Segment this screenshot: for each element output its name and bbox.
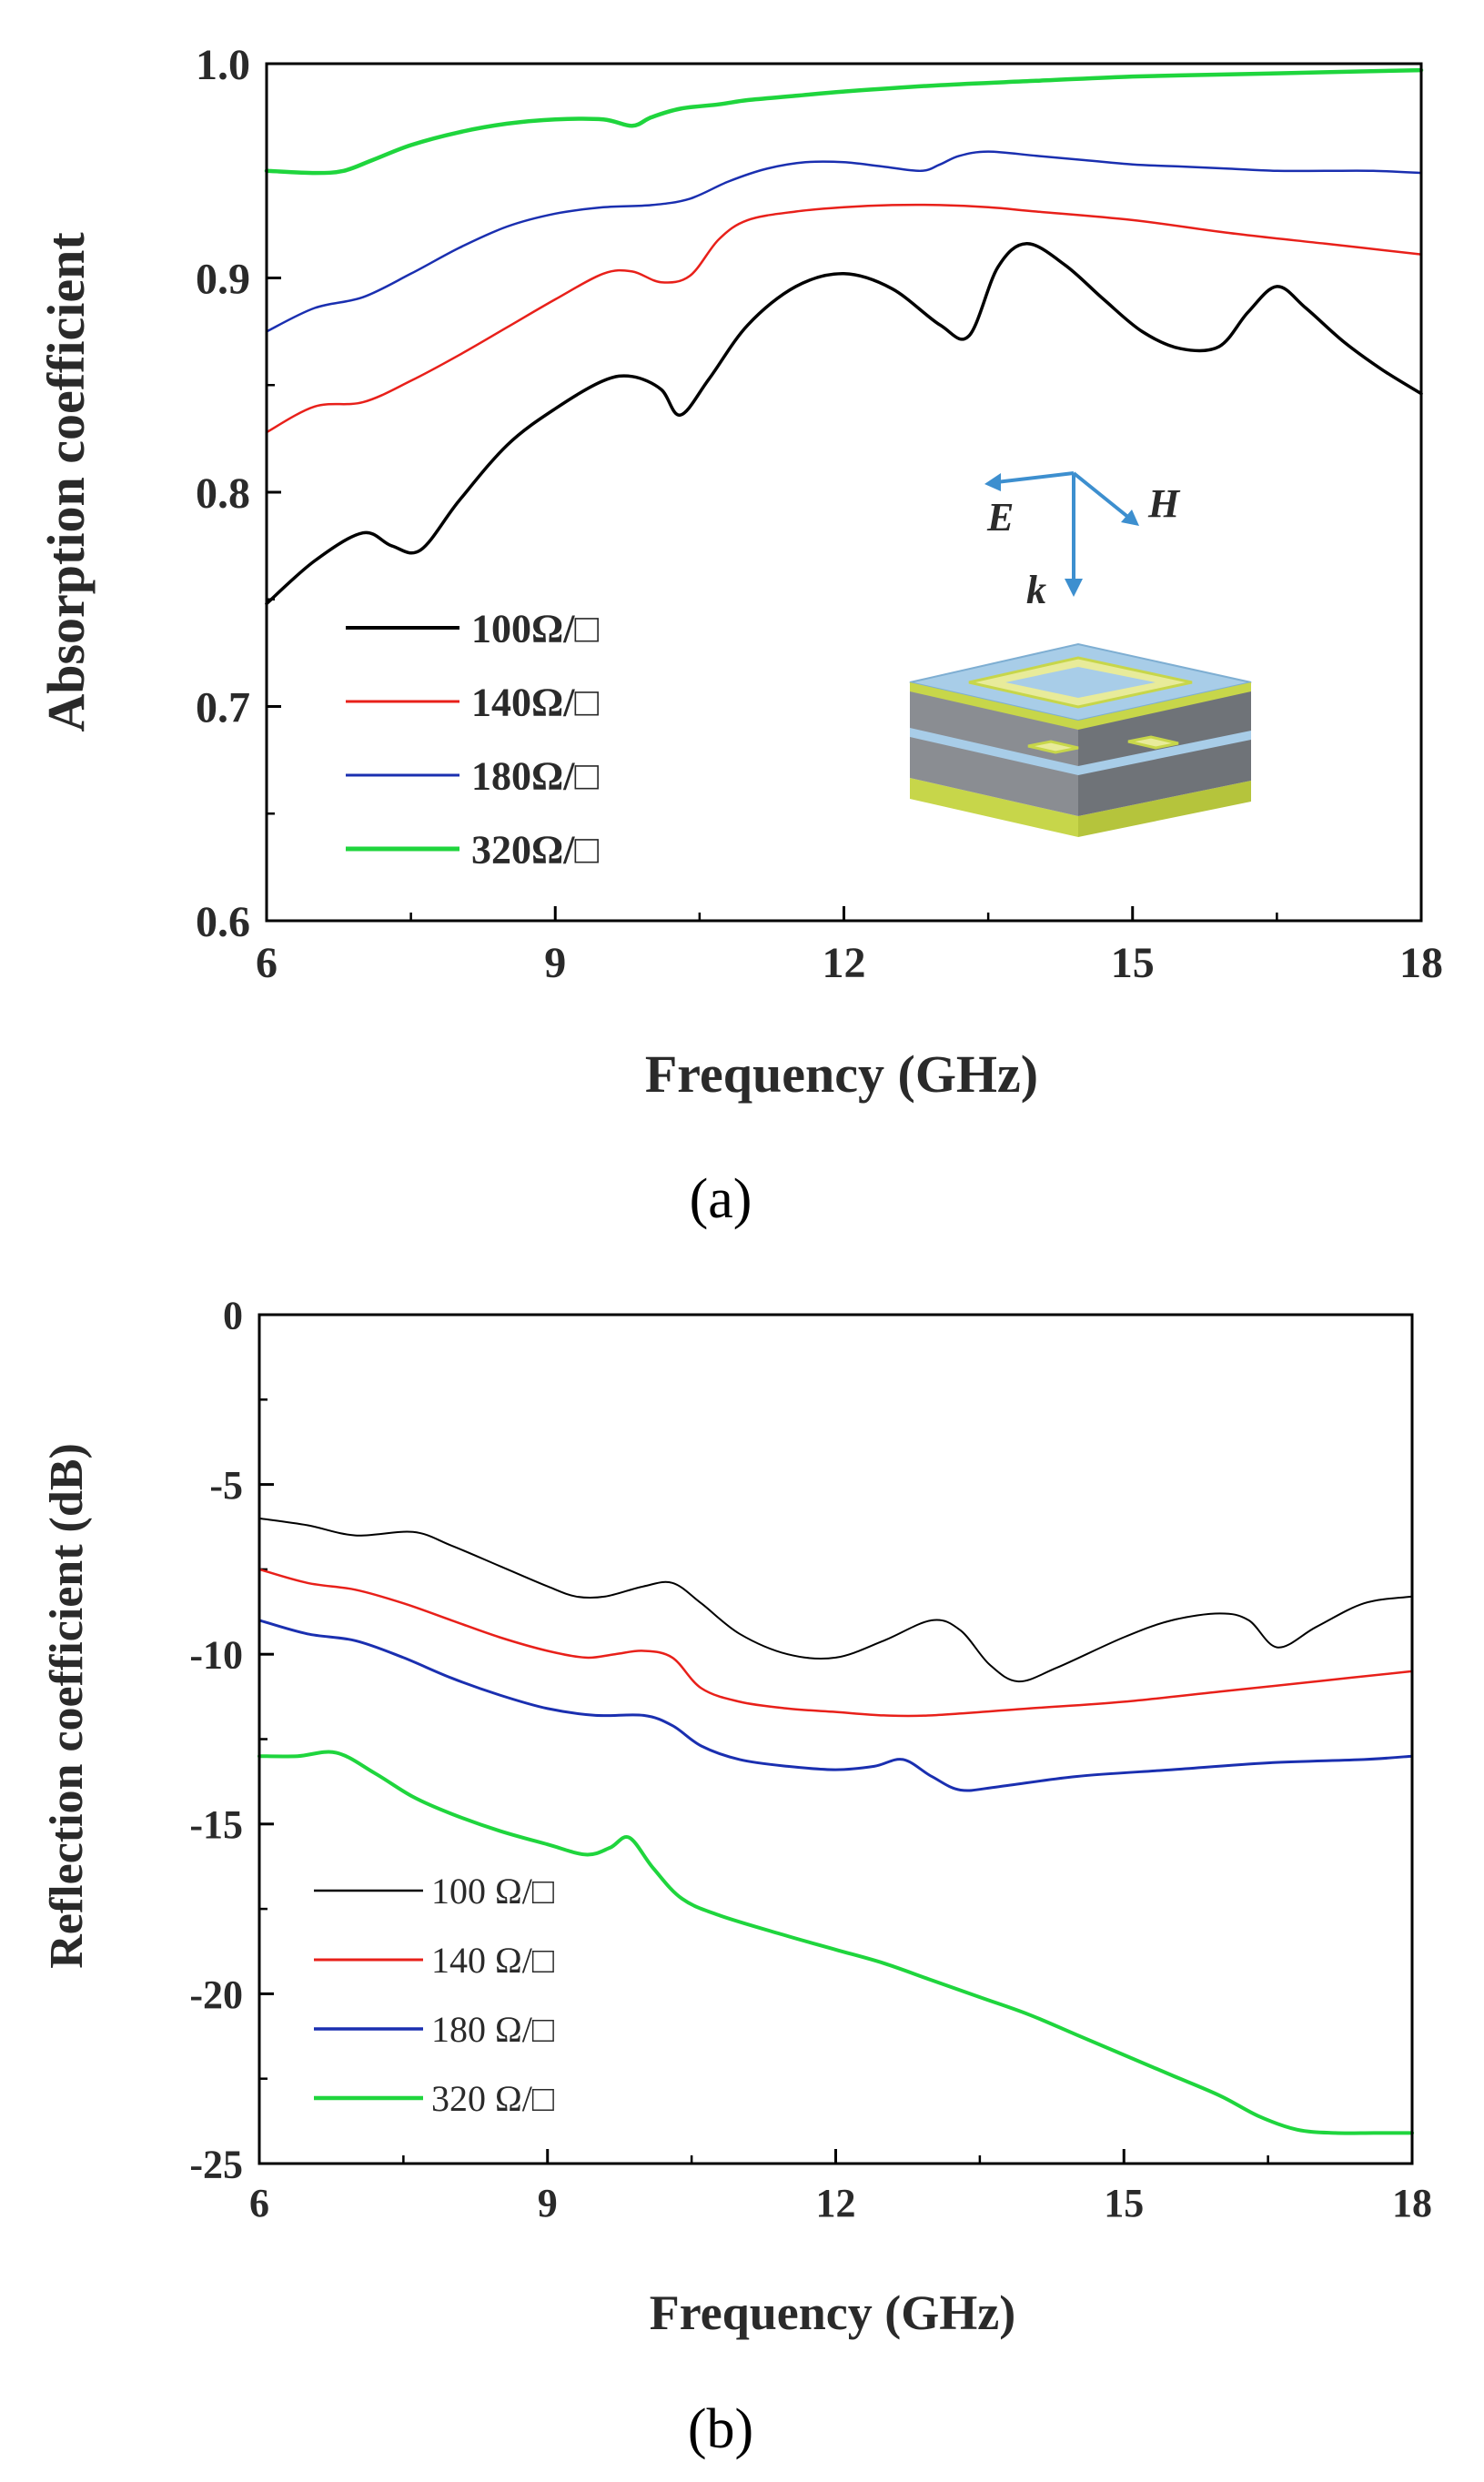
x-tick-label: 9 (544, 939, 566, 987)
panel-b-x-axis-label: Frequency (GHz) (650, 2285, 1015, 2340)
unit-cell-bottom-side-left (910, 778, 1078, 837)
e-field-label: E (986, 495, 1014, 540)
panel-b-y-tick-labels: 0 -5 -10 -15 -20 -25 (189, 1293, 243, 2186)
panel-a-y-tick-labels: 0.6 0.7 0.8 0.9 1.0 (196, 41, 250, 946)
series-line-100-ohm (265, 242, 1423, 606)
lower-patch-left (1027, 740, 1079, 754)
panel-b-y-axis-label: Reflection coefficient (dB) (41, 1443, 93, 1969)
series-line-140-ohm (257, 1568, 1414, 1718)
h-field-arrow (1072, 471, 1132, 520)
x-tick-label: 18 (1399, 939, 1443, 987)
x-tick-label: 12 (823, 939, 866, 987)
y-tick-label: -20 (189, 1972, 243, 2017)
series-line-320-ohm (264, 67, 1424, 176)
legend-label: 320 Ω/□ (431, 2078, 554, 2119)
y-tick-label: -10 (189, 1633, 243, 1678)
square-loop-inner-cutout (1005, 667, 1156, 698)
panel-b-chart: 6 9 12 15 18 0 -5 -10 -15 -20 -25 Frequency (GHz)… (41, 1293, 1432, 2460)
y-tick-label: -5 (209, 1463, 243, 1508)
e-field-arrow (995, 471, 1075, 484)
unit-cell-top-edge (910, 682, 1251, 730)
legend-label: 100Ω/□ (471, 606, 599, 651)
unit-cell-middle-layer (910, 728, 1251, 775)
y-tick-label: 0.7 (196, 683, 250, 731)
panel-b-x-tick-labels: 6 9 12 15 18 (249, 2181, 1432, 2225)
panel-a-series-lines (264, 67, 1424, 606)
legend-label: 180Ω/□ (471, 753, 599, 798)
panel-a-chart: 6 9 12 15 18 0.6 0.7 0.8 0.9 1.0 Frequency (GHz)… (36, 41, 1443, 1230)
y-tick-label: 0.6 (196, 898, 250, 946)
panel-a-plot-frame (265, 62, 1423, 923)
y-tick-label: 0 (223, 1293, 243, 1337)
panel-b-plot-frame (257, 1313, 1414, 2165)
series-line-180-ohm (265, 150, 1423, 333)
unit-cell-bottom-side-right (1078, 781, 1251, 837)
panel-b-legend: 100 Ω/□ 140 Ω/□ 180 Ω/□ 320 Ω/□ (314, 1871, 554, 2119)
legend-label: 180 Ω/□ (431, 2009, 554, 2050)
x-tick-label: 9 (538, 2181, 558, 2225)
x-tick-label: 12 (816, 2181, 856, 2225)
lower-patch-right (1127, 735, 1179, 750)
y-tick-label: 0.9 (196, 255, 250, 303)
absorber-unit-cell-illustration (909, 642, 1252, 837)
series-line-320-ohm (257, 1750, 1414, 2135)
legend-label: 140Ω/□ (471, 680, 599, 724)
y-tick-label: -25 (189, 2142, 243, 2186)
panel-a-x-axis-label: Frequency (GHz) (645, 1044, 1038, 1104)
panel-a-label: (a) (690, 1168, 752, 1230)
panel-b-series-lines (257, 1517, 1414, 2135)
x-tick-label: 18 (1392, 2181, 1432, 2225)
y-tick-label: 0.8 (196, 469, 250, 518)
series-line-100-ohm (258, 1517, 1413, 1683)
series-line-140-ohm (265, 203, 1423, 434)
legend-label: 140 Ω/□ (431, 1940, 554, 1981)
inset-wave-axes (984, 471, 1139, 597)
legend-label: 320Ω/□ (471, 827, 599, 872)
panel-a-x-tick-labels: 6 9 12 15 18 (256, 939, 1443, 987)
panel-a-y-axis-label: Absorption coefficient (36, 232, 96, 732)
panel-b-label: (b) (688, 2398, 753, 2460)
x-tick-label: 15 (1104, 2181, 1144, 2225)
h-field-arrowhead (1121, 510, 1139, 526)
k-vector-arrowhead (1065, 579, 1083, 597)
y-tick-label: 1.0 (196, 41, 250, 89)
e-field-arrowhead (984, 473, 1001, 491)
x-tick-label: 15 (1111, 939, 1155, 987)
k-vector-label: k (1026, 568, 1046, 612)
y-tick-label: -15 (189, 1802, 243, 1847)
x-tick-label: 6 (249, 2181, 269, 2225)
panel-a-legend: 100Ω/□ 140Ω/□ 180Ω/□ 320Ω/□ (346, 606, 599, 872)
h-field-label: H (1147, 481, 1181, 526)
x-tick-label: 6 (256, 939, 278, 987)
series-line-180-ohm (257, 1619, 1414, 1792)
legend-label: 100 Ω/□ (431, 1871, 554, 1912)
